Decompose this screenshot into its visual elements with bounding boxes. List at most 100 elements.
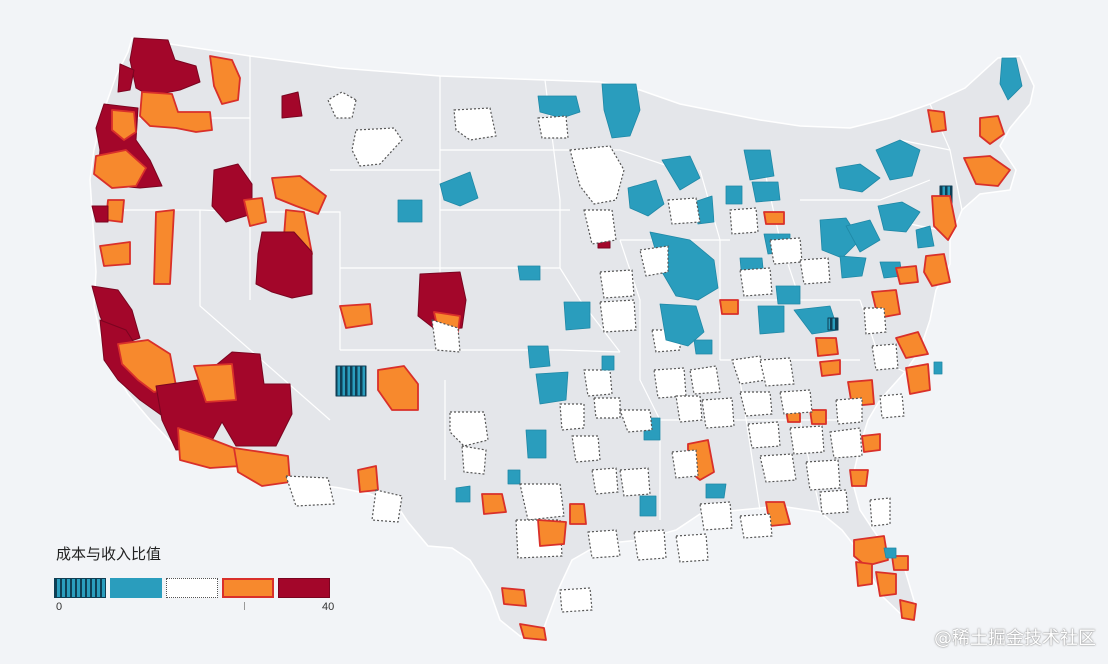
watermark: @稀土掘金技术社区 bbox=[934, 628, 1096, 649]
metro-region-high bbox=[193, 363, 237, 403]
metro-region-high bbox=[979, 115, 1005, 145]
metro-region-low bbox=[601, 83, 641, 139]
metro-region-mid bbox=[689, 365, 721, 395]
metro-region-high bbox=[537, 519, 567, 547]
metro-region-high bbox=[923, 253, 951, 287]
metro-region-mid bbox=[769, 237, 803, 265]
metro-region-low bbox=[775, 285, 801, 305]
legend-swatch-very-low bbox=[54, 578, 106, 598]
metro-region-mid bbox=[819, 489, 849, 515]
metro-region-low bbox=[999, 57, 1023, 101]
metro-region-mid bbox=[371, 489, 403, 523]
metro-region-mid bbox=[639, 245, 669, 277]
metro-region-high bbox=[849, 469, 869, 487]
metro-region-mid bbox=[599, 299, 637, 333]
metro-region-mid bbox=[593, 397, 621, 419]
metro-region-mid bbox=[739, 267, 773, 297]
metro-region-mid bbox=[453, 107, 497, 141]
metro-region-mid bbox=[805, 459, 841, 491]
metro-region-low bbox=[751, 181, 781, 203]
metro-region-mid bbox=[869, 497, 891, 527]
metro-region-low bbox=[601, 355, 615, 371]
metro-region-mid bbox=[829, 427, 863, 459]
metro-region-low bbox=[507, 469, 521, 485]
metro-region-mid bbox=[739, 391, 773, 417]
legend-swatch-mid bbox=[166, 578, 218, 598]
metro-region-mid bbox=[431, 319, 461, 353]
metro-region-mid bbox=[675, 533, 709, 563]
metro-region-high bbox=[99, 241, 131, 267]
metro-region-mid bbox=[739, 513, 773, 539]
metro-region-mid bbox=[789, 425, 825, 455]
metro-region-low bbox=[839, 255, 867, 279]
metro-region-high bbox=[891, 555, 909, 571]
metro-region-high bbox=[111, 109, 137, 141]
metro-region-mid bbox=[559, 403, 585, 431]
legend-swatch-low bbox=[110, 578, 162, 598]
legend: 成本与收入比值 0 40 bbox=[54, 543, 354, 623]
metro-region-high bbox=[963, 155, 1011, 187]
metro-region-high bbox=[105, 199, 125, 223]
metro-region-mid bbox=[799, 257, 831, 285]
metro-region-mid bbox=[461, 445, 487, 475]
metro-region-low bbox=[915, 225, 935, 249]
metro-region-mid bbox=[653, 367, 687, 399]
metro-region-mid bbox=[835, 397, 863, 425]
metro-region-low bbox=[743, 149, 775, 181]
metro-region-low bbox=[439, 171, 479, 207]
metro-region-mid bbox=[519, 483, 565, 521]
metro-region-low bbox=[527, 345, 551, 369]
metro-region-mid bbox=[599, 269, 635, 299]
metro-region-mid bbox=[571, 435, 601, 463]
metro-region-mid bbox=[591, 467, 619, 495]
metro-region-high bbox=[569, 503, 587, 525]
metro-region-low bbox=[757, 305, 785, 335]
metro-region-mid bbox=[587, 529, 621, 559]
metro-region-low bbox=[661, 155, 701, 191]
metro-region-mid bbox=[633, 529, 667, 561]
metro-region-high bbox=[377, 365, 419, 411]
metro-region-mid bbox=[675, 395, 703, 423]
metro-regions bbox=[91, 37, 1023, 641]
metro-region-low bbox=[875, 139, 921, 181]
metro-region-low bbox=[693, 339, 713, 355]
metro-region-high bbox=[809, 409, 827, 425]
metro-region-low bbox=[659, 303, 705, 347]
metro-region-very-low bbox=[335, 365, 367, 397]
metro-region-high bbox=[243, 197, 267, 227]
metro-region-low bbox=[639, 495, 657, 517]
metro-region-low bbox=[835, 163, 881, 193]
metro-region-very-high bbox=[255, 231, 313, 299]
metro-region-high bbox=[481, 493, 507, 515]
metro-region-high bbox=[895, 331, 929, 359]
metro-region-mid bbox=[327, 91, 357, 119]
metro-region-mid bbox=[559, 587, 593, 613]
metro-region-mid bbox=[569, 145, 625, 205]
metro-region-high bbox=[209, 55, 241, 105]
metro-region-high bbox=[763, 211, 785, 225]
metro-region-high bbox=[905, 363, 931, 395]
metro-region-mid bbox=[701, 397, 735, 429]
metro-region-high bbox=[271, 175, 327, 215]
metro-region-very-high bbox=[91, 205, 109, 223]
metro-region-very-low bbox=[827, 317, 839, 331]
metro-region-high bbox=[93, 149, 147, 189]
metro-region-high bbox=[875, 571, 897, 597]
metro-region-mid bbox=[759, 357, 795, 387]
metro-region-mid bbox=[879, 393, 905, 419]
metro-region-mid bbox=[619, 409, 653, 433]
metro-region-low bbox=[627, 179, 665, 217]
metro-region-high bbox=[931, 195, 957, 241]
legend-max-label: 40 bbox=[322, 601, 335, 613]
metro-region-high bbox=[815, 337, 839, 357]
metro-region-high bbox=[139, 91, 213, 133]
metro-region-mid bbox=[759, 453, 797, 483]
metro-region-low bbox=[563, 301, 591, 331]
metro-region-low bbox=[725, 185, 743, 205]
metro-region-high bbox=[855, 561, 873, 587]
metro-region-mid bbox=[863, 307, 887, 335]
metro-region-high bbox=[853, 535, 889, 567]
metro-region-high bbox=[819, 359, 841, 377]
